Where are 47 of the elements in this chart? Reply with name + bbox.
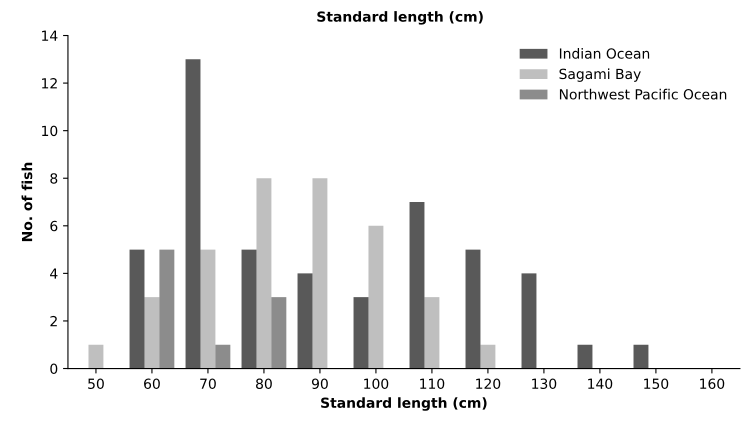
y-tick-label: 14 xyxy=(42,30,58,41)
x-tick-label: 80 xyxy=(256,378,272,389)
bar xyxy=(466,250,480,369)
y-tick-label: 10 xyxy=(42,126,58,136)
bar xyxy=(298,273,312,369)
x-tick-label: 100 xyxy=(364,378,388,389)
x-tick-label: 110 xyxy=(420,378,444,389)
bar xyxy=(200,250,216,369)
bar xyxy=(312,178,328,369)
chart-title: Standard length (cm) xyxy=(317,11,483,25)
x-tick-label: 120 xyxy=(476,378,500,389)
bar xyxy=(271,297,286,369)
bar xyxy=(578,344,592,369)
bar xyxy=(424,297,440,369)
y-tick-label: 0 xyxy=(50,363,58,374)
bar xyxy=(159,250,174,369)
bar xyxy=(144,297,160,369)
bar xyxy=(522,273,536,369)
bar xyxy=(634,344,648,369)
x-axis-title: Standard length (cm) xyxy=(321,397,487,411)
x-tick-label: 70 xyxy=(200,378,216,389)
bar xyxy=(410,202,424,369)
legend-label: Northwest Pacific Ocean xyxy=(560,88,726,100)
legend-label: Sagami Bay xyxy=(559,68,641,82)
y-tick-label: 12 xyxy=(42,78,57,88)
y-tick-label: 8 xyxy=(50,173,58,184)
bar xyxy=(130,250,144,369)
x-tick-label: 90 xyxy=(312,378,328,389)
x-tick-label: 150 xyxy=(644,378,668,389)
bar xyxy=(88,344,104,369)
legend-label: Indian Ocean xyxy=(560,48,650,59)
bar xyxy=(480,344,496,369)
bar xyxy=(215,344,230,369)
x-tick-label: 140 xyxy=(588,378,612,389)
x-tick-label: 60 xyxy=(144,378,160,389)
y-tick-label: 2 xyxy=(50,316,57,326)
y-tick-label: 4 xyxy=(50,268,58,279)
x-tick-label: 160 xyxy=(700,378,724,389)
x-tick-label: 50 xyxy=(88,378,104,389)
y-tick-label: 6 xyxy=(50,220,58,232)
bar xyxy=(368,226,384,369)
bar xyxy=(242,250,256,369)
bar xyxy=(256,178,272,369)
y-axis-title: No. of fish xyxy=(22,162,32,242)
bar xyxy=(186,59,200,369)
x-tick-label: 130 xyxy=(532,378,556,389)
bar xyxy=(354,297,368,369)
